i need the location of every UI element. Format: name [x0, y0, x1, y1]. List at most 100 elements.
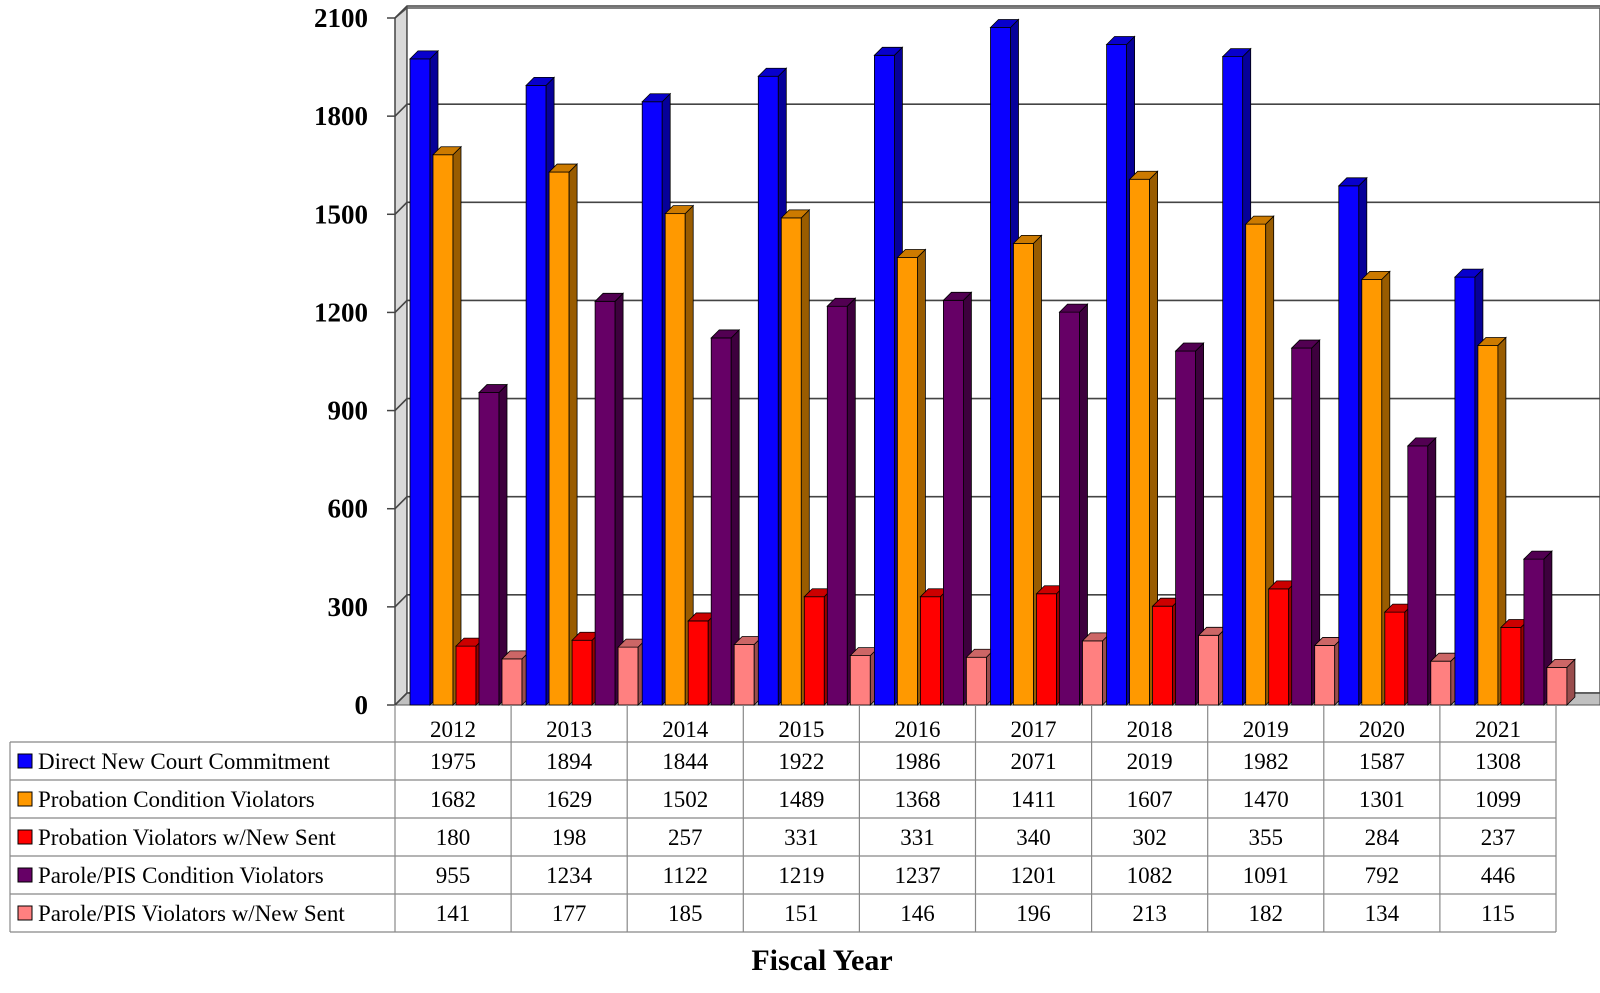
table-cell: 1308 — [1475, 749, 1521, 774]
table-cell: 185 — [668, 901, 703, 926]
bar-front — [733, 644, 755, 706]
bar-front — [525, 84, 547, 706]
table-cell: 331 — [784, 825, 819, 850]
bar — [478, 383, 508, 706]
bar-top — [873, 46, 904, 56]
y-tick-label: 300 — [328, 592, 369, 622]
bar-front — [1477, 345, 1499, 706]
bar-front — [1082, 640, 1103, 706]
x-category-label: 2019 — [1243, 717, 1289, 742]
bar-front — [1454, 276, 1476, 706]
bar-side — [568, 163, 578, 706]
bar-front — [1407, 445, 1429, 706]
table-cell: 1301 — [1359, 787, 1405, 812]
table-cell: 237 — [1481, 825, 1516, 850]
bar — [432, 145, 462, 706]
bar-top — [1453, 268, 1484, 278]
bar-front — [1361, 278, 1383, 706]
table-cell: 115 — [1481, 901, 1515, 926]
bar-top — [1058, 303, 1089, 313]
table-cell: 1368 — [894, 787, 940, 812]
bar-front — [571, 639, 593, 706]
legend-label: Direct New Court Commitment — [38, 749, 331, 774]
bar-front — [1338, 185, 1360, 706]
bar-top — [1290, 339, 1321, 349]
y-tick-label: 2100 — [314, 3, 368, 33]
bar-top — [664, 205, 695, 215]
table-cell: 1091 — [1243, 863, 1289, 888]
bar — [594, 292, 625, 706]
bar-top — [989, 19, 1020, 28]
table-cell: 1587 — [1359, 749, 1405, 774]
table-cell: 146 — [900, 901, 935, 926]
bar-front — [641, 101, 663, 706]
x-category-label: 2020 — [1359, 717, 1405, 742]
bar-front — [455, 645, 477, 706]
legend-swatch — [17, 905, 33, 921]
legend-swatch — [17, 753, 33, 769]
bar-top — [1221, 48, 1252, 58]
bar-top — [1105, 36, 1136, 45]
x-category-label: 2014 — [662, 717, 709, 742]
bar-front — [1430, 660, 1452, 706]
table-cell: 1470 — [1243, 787, 1289, 812]
bar-front — [757, 75, 779, 706]
table-cell: 1099 — [1475, 787, 1521, 812]
bar-top — [548, 163, 579, 173]
legend-swatch — [17, 867, 33, 883]
bar-top — [478, 384, 508, 393]
legend-label: Probation Condition Violators — [38, 787, 315, 812]
bar-side — [846, 297, 856, 706]
table-cell: 1607 — [1127, 787, 1173, 812]
bar-front — [966, 656, 987, 706]
bar-front — [943, 299, 964, 706]
y-tick-label: 0 — [355, 690, 369, 720]
bar-top — [757, 67, 788, 77]
bar-front — [1059, 311, 1080, 706]
bar-front — [1175, 350, 1196, 706]
legend-label: Parole/PIS Violators w/New Sent — [38, 901, 345, 926]
bar — [780, 208, 811, 706]
bar-top — [1174, 342, 1205, 352]
y-tick-label: 1500 — [314, 199, 368, 229]
bar-front — [1291, 347, 1313, 706]
table-cell: 1411 — [1011, 787, 1056, 812]
bar-front — [1198, 634, 1219, 706]
bar-side — [452, 145, 462, 706]
x-category-label: 2018 — [1127, 717, 1173, 742]
bar-side — [963, 291, 972, 706]
bar-top — [409, 50, 439, 60]
bar-front — [849, 655, 871, 706]
table-cell: 1489 — [778, 787, 824, 812]
table-cell: 196 — [1016, 901, 1051, 926]
bar-top — [710, 329, 741, 339]
table-cell: 1122 — [663, 863, 708, 888]
bar-top — [1360, 270, 1391, 280]
bar-top — [1337, 177, 1368, 187]
bar-front — [1268, 588, 1290, 706]
bar-top — [1244, 215, 1275, 225]
bar-front — [501, 658, 523, 706]
table-cell: 180 — [436, 825, 471, 850]
bar — [942, 291, 973, 706]
bar — [1290, 339, 1321, 706]
bar-front — [826, 305, 848, 706]
table-cell: 1982 — [1243, 749, 1289, 774]
bar-front — [1152, 605, 1173, 706]
x-category-label: 2013 — [546, 717, 592, 742]
bar-front — [664, 213, 686, 706]
bar — [896, 248, 927, 706]
bar — [710, 328, 741, 706]
table-cell: 213 — [1132, 901, 1167, 926]
table-cell: 284 — [1365, 825, 1400, 850]
table-cell: 1844 — [662, 749, 709, 774]
table-cell: 1682 — [430, 787, 476, 812]
bar-top — [896, 249, 927, 258]
bar-top — [432, 146, 462, 156]
table-cell: 331 — [900, 825, 935, 850]
bar-top — [826, 297, 857, 307]
bar-front — [617, 646, 639, 706]
bar-front — [1500, 627, 1522, 706]
bar-front — [1314, 645, 1336, 706]
